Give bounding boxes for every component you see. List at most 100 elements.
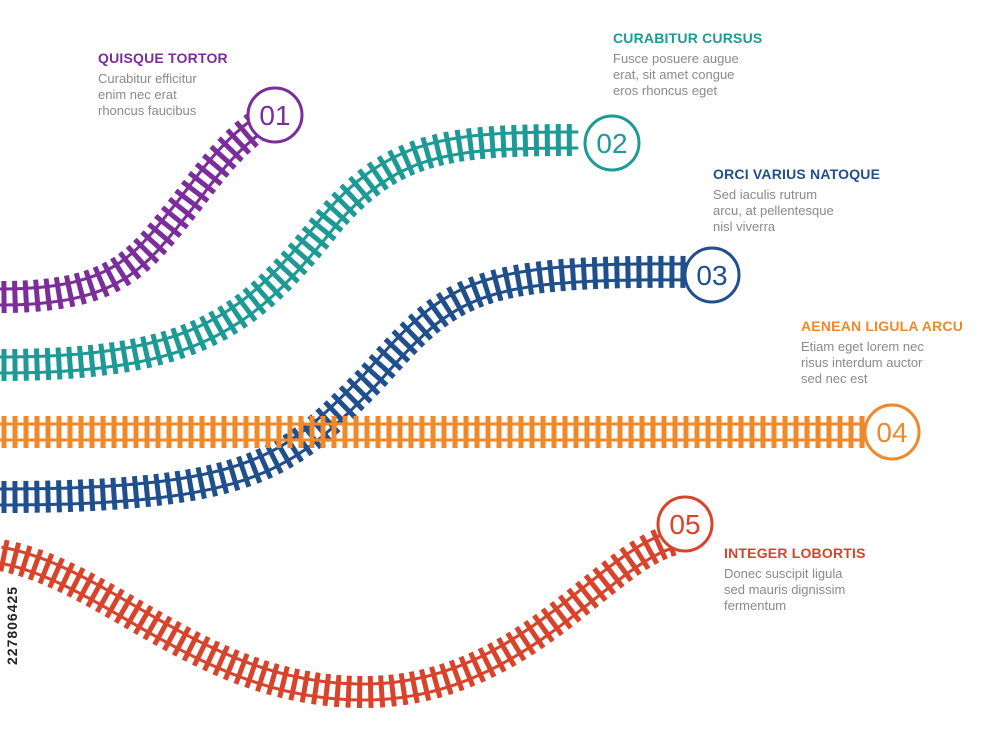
- track-sleeper: [217, 305, 239, 336]
- track-sleeper: [222, 649, 240, 681]
- track-sleeper: [398, 672, 409, 706]
- track-sleeper: [87, 344, 97, 378]
- track-sleeper: [150, 333, 164, 366]
- track-sleeper: [18, 545, 33, 578]
- track-sleeper: [265, 265, 293, 292]
- step-3-text: ORCI VARIUS NATOQUE Sed iaculis rutrum a…: [713, 166, 973, 235]
- track-sleeper: [429, 666, 443, 699]
- track-2: [0, 124, 579, 382]
- track-sleeper: [181, 631, 201, 662]
- step-4-number: 04: [876, 417, 907, 448]
- track-sleeper: [85, 577, 106, 608]
- track-sleeper: [524, 262, 535, 295]
- track-sleeper: [426, 298, 449, 328]
- track-sleeper: [443, 131, 455, 164]
- track-sleeper: [439, 663, 454, 696]
- step-1-title: QUISQUE TORTOR: [98, 50, 228, 66]
- track-sleeper: [170, 327, 186, 360]
- track-rail-left: [0, 546, 673, 702]
- track-sleeper: [174, 470, 185, 504]
- track-sleeper: [205, 464, 219, 497]
- track-sleeper: [448, 659, 465, 692]
- track-sleeper: [466, 128, 475, 161]
- track-sleeper: [44, 347, 52, 381]
- track-rail-left: [0, 146, 579, 375]
- track-5: [0, 524, 677, 709]
- track-4: [0, 416, 867, 448]
- step-2-badge: 02: [583, 114, 641, 172]
- track-sleeper: [56, 562, 76, 594]
- track-sleeper: [66, 346, 74, 379]
- badge-circle: [583, 114, 641, 172]
- track-sleeper: [523, 619, 546, 650]
- track-sleeper: [142, 474, 151, 508]
- track-sleeper: [416, 305, 441, 334]
- track-sleeper: [366, 161, 389, 191]
- track-sleeper: [477, 126, 486, 160]
- track-sleeper: [8, 542, 22, 575]
- track-sleeper: [419, 668, 432, 702]
- track-sleeper: [88, 478, 96, 512]
- track-sleeper: [63, 274, 76, 308]
- track-sleeper: [569, 258, 577, 291]
- track-sleeper: [153, 473, 163, 506]
- track-sleeper: [94, 582, 116, 614]
- step-4-badge: 04: [863, 403, 921, 461]
- track-sleeper: [330, 392, 357, 420]
- track-sleeper: [420, 136, 435, 169]
- track-sleeper: [76, 572, 96, 603]
- track-sleeper: [522, 124, 529, 157]
- track-sleeper: [191, 635, 211, 667]
- track-sleeper: [591, 256, 599, 290]
- track-sleeper: [614, 256, 620, 289]
- track-sleeper: [376, 345, 403, 371]
- track-sleeper: [338, 385, 365, 412]
- track-sleeper: [513, 264, 524, 297]
- track-sleeper: [546, 259, 556, 293]
- step-1-description: Curabitur efficitur enim nec erat rhoncu…: [98, 71, 197, 118]
- track-sleeper: [540, 607, 564, 637]
- track-sleeper: [181, 179, 210, 204]
- track-sleeper: [187, 170, 217, 195]
- track-sleeper: [132, 604, 154, 636]
- track-sleeper: [225, 128, 252, 155]
- track-sleeper: [409, 140, 425, 173]
- step-3-description: Sed iaculis rutrum arcu, at pellentesque…: [713, 187, 834, 234]
- track-sleeper: [467, 276, 485, 308]
- step-2-number: 02: [596, 128, 627, 159]
- track-sleeper: [456, 280, 475, 312]
- badge-circle: [656, 495, 714, 553]
- track-rail-right: [0, 111, 262, 291]
- track-sleeper: [557, 594, 582, 623]
- track-sleeper: [242, 287, 267, 316]
- track-sleeper: [273, 258, 300, 284]
- track-sleeper: [216, 461, 230, 495]
- track-sleeper: [501, 266, 514, 299]
- track-sleeper: [174, 188, 203, 212]
- track-sleeper: [77, 479, 85, 512]
- track-sleeper: [558, 258, 566, 292]
- track-sleeper: [499, 125, 507, 158]
- track-sleeper: [99, 478, 107, 511]
- track-sleeper: [533, 124, 540, 157]
- track-sleeper: [601, 560, 625, 589]
- track-sleeper: [217, 136, 244, 163]
- track-sleeper: [66, 479, 74, 513]
- track-rail-left: [0, 124, 271, 307]
- track-sleeper: [487, 642, 507, 673]
- track-sleeper: [378, 675, 386, 708]
- track-sleeper: [142, 610, 163, 641]
- track-sleeper: [110, 256, 132, 287]
- track-sleeper: [129, 338, 141, 371]
- track-sleeper: [118, 251, 142, 280]
- track-sleeper: [43, 278, 53, 311]
- step-badges: 01 02 03 04 05: [246, 86, 921, 553]
- track-sleeper: [226, 459, 241, 492]
- track-sleeper: [73, 272, 87, 305]
- track-sleeper: [391, 329, 418, 356]
- track-sleeper: [511, 124, 518, 158]
- track-sleeper: [479, 272, 494, 305]
- track-3: [0, 255, 690, 513]
- track-sleeper: [264, 443, 284, 475]
- step-3-badge: 03: [683, 246, 741, 304]
